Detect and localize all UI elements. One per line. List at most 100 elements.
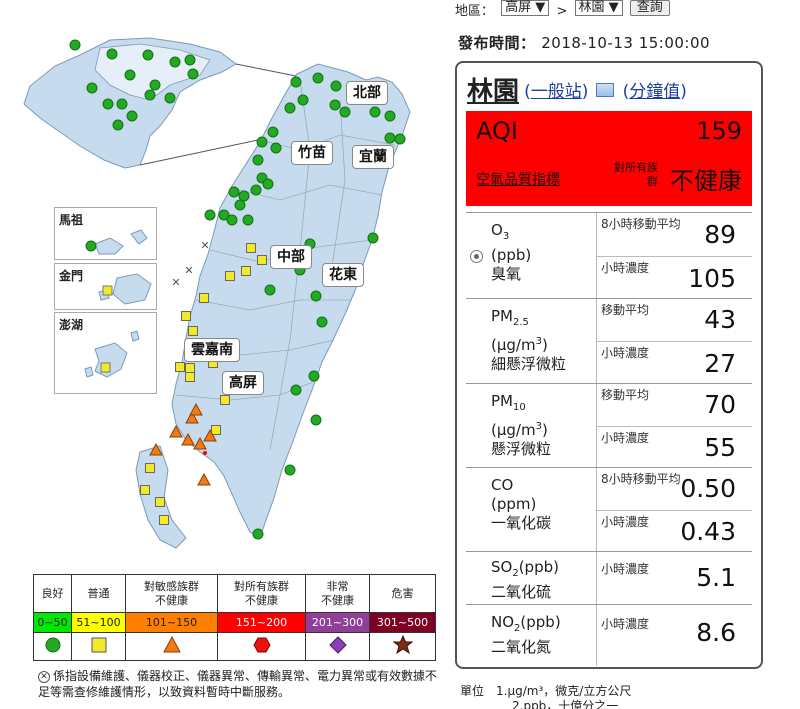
good-station-marker[interactable]: [339, 106, 351, 118]
region-label-yilan[interactable]: 宜蘭: [352, 145, 394, 169]
good-station-marker[interactable]: [142, 49, 154, 61]
moderate-station-marker[interactable]: [159, 515, 169, 525]
sensitive-station-marker[interactable]: [193, 436, 207, 450]
good-station-marker[interactable]: [284, 102, 296, 114]
maintenance-station-marker[interactable]: ✕: [171, 276, 180, 289]
sensitive-station-marker[interactable]: [197, 472, 211, 486]
region-label-zhumiao[interactable]: 竹苗: [291, 141, 333, 165]
sensitive-station-marker[interactable]: [169, 424, 183, 438]
good-station-marker[interactable]: [144, 89, 156, 101]
sensitive-station-marker[interactable]: [203, 428, 217, 442]
good-station-marker[interactable]: [310, 414, 322, 426]
moderate-station-marker[interactable]: [246, 243, 256, 253]
filter-bar: 地區： 高屏 ▼ > 林園 ▼ 查詢: [455, 0, 670, 16]
good-station-marker[interactable]: [124, 69, 136, 81]
good-station-marker[interactable]: [149, 79, 161, 91]
region-label-north[interactable]: 北部: [346, 81, 388, 105]
region-label-gaoping[interactable]: 高屏: [222, 371, 264, 395]
good-station-marker[interactable]: [169, 56, 181, 68]
good-station-marker[interactable]: [329, 99, 341, 111]
good-station-marker[interactable]: [116, 98, 128, 110]
good-station-marker[interactable]: [250, 184, 262, 196]
good-station-marker[interactable]: [187, 68, 199, 80]
county-select[interactable]: 高屏 ▼: [501, 0, 550, 16]
good-station-marker[interactable]: [238, 190, 250, 202]
good-station-marker[interactable]: [290, 76, 302, 88]
good-station-marker[interactable]: [262, 178, 274, 190]
aqi-info-link[interactable]: 空氣品質指標: [476, 172, 560, 188]
good-station-marker[interactable]: [310, 290, 322, 302]
good-station-marker[interactable]: [330, 80, 342, 92]
moderate-station-marker[interactable]: [225, 271, 235, 281]
good-station-marker[interactable]: [228, 186, 240, 198]
good-station-marker[interactable]: [164, 92, 176, 104]
good-station-marker[interactable]: [252, 154, 264, 166]
good-station-marker[interactable]: [256, 136, 268, 148]
region-label-yunjianan[interactable]: 雲嘉南: [184, 338, 240, 362]
inset-kinmen[interactable]: 金門: [54, 263, 157, 310]
good-station-marker[interactable]: [69, 39, 81, 51]
inset-penghu[interactable]: 澎湖: [54, 312, 157, 394]
good-station-marker[interactable]: [384, 132, 396, 144]
good-station-marker[interactable]: [284, 464, 296, 476]
good-station-marker[interactable]: [384, 110, 396, 122]
good-station-marker[interactable]: [242, 214, 254, 226]
good-station-marker[interactable]: [394, 133, 406, 145]
minute-values-link[interactable]: (分鐘值): [622, 82, 687, 102]
good-station-marker[interactable]: [290, 384, 302, 396]
good-station-marker[interactable]: [234, 199, 246, 211]
sensitive-station-marker[interactable]: [149, 442, 163, 456]
moderate-station-marker[interactable]: [155, 497, 165, 507]
moderate-station-marker[interactable]: [199, 293, 209, 303]
maintenance-station-marker[interactable]: ✕: [200, 239, 209, 252]
query-button[interactable]: 查詢: [629, 0, 670, 16]
region-label-central[interactable]: 中部: [270, 245, 312, 269]
sensitive-station-marker[interactable]: [189, 402, 203, 416]
good-station-marker[interactable]: [226, 214, 238, 226]
chart-icon[interactable]: [596, 82, 615, 97]
selected-station-dot[interactable]: [203, 451, 207, 455]
good-station-marker[interactable]: [308, 370, 320, 382]
good-station-marker[interactable]: [102, 98, 114, 110]
moderate-station-marker[interactable]: [175, 362, 185, 372]
good-station-marker[interactable]: [86, 82, 98, 94]
good-station-marker[interactable]: [267, 126, 279, 138]
moderate-station-marker[interactable]: [145, 463, 155, 473]
moderate-station-marker[interactable]: [241, 266, 251, 276]
good-station-marker[interactable]: [184, 54, 196, 66]
station-type-link[interactable]: (一般站): [524, 82, 589, 102]
good-station-marker[interactable]: [316, 316, 328, 328]
good-station-marker[interactable]: [204, 209, 216, 221]
o3-radio[interactable]: [470, 250, 483, 263]
sensitive-station-marker[interactable]: [181, 432, 195, 446]
inset-penghu-title: 澎湖: [59, 318, 84, 332]
moderate-station-marker[interactable]: [257, 255, 267, 265]
maintenance-station-marker[interactable]: ✕: [184, 264, 193, 277]
moderate-station-marker[interactable]: [211, 425, 221, 435]
legend-symbol-row: [33, 632, 436, 661]
moderate-station-marker[interactable]: [185, 372, 195, 382]
good-station-marker[interactable]: [252, 528, 264, 540]
good-station-marker[interactable]: [312, 72, 324, 84]
good-station-marker[interactable]: [367, 232, 379, 244]
good-station-marker[interactable]: [270, 142, 282, 154]
moderate-station-marker[interactable]: [181, 311, 191, 321]
region-label-huadong[interactable]: 花東: [322, 263, 364, 287]
moderate-station-marker[interactable]: [140, 485, 150, 495]
good-station-marker[interactable]: [112, 119, 124, 131]
inset-matsu[interactable]: 馬祖: [54, 207, 157, 260]
good-station-marker[interactable]: [126, 110, 138, 122]
moderate-station-marker[interactable]: [185, 363, 195, 373]
sensitive-station-marker[interactable]: [185, 410, 199, 424]
good-station-marker[interactable]: [297, 94, 309, 106]
station-name[interactable]: 林園: [467, 77, 520, 107]
so2-hour-value: 5.1: [696, 563, 736, 592]
good-station-marker[interactable]: [264, 284, 276, 296]
moderate-station-marker[interactable]: [188, 326, 198, 336]
good-station-marker[interactable]: [218, 209, 230, 221]
moderate-station-marker[interactable]: [220, 395, 230, 405]
station-select[interactable]: 林園 ▼: [574, 0, 623, 16]
good-station-marker[interactable]: [106, 48, 118, 60]
air-quality-map[interactable]: ✕ ✕ ✕ 馬祖 金門 澎湖 北部 竹苗 宜蘭 中部 花東 雲嘉南 高屏: [0, 0, 450, 570]
good-station-marker[interactable]: [369, 106, 381, 118]
